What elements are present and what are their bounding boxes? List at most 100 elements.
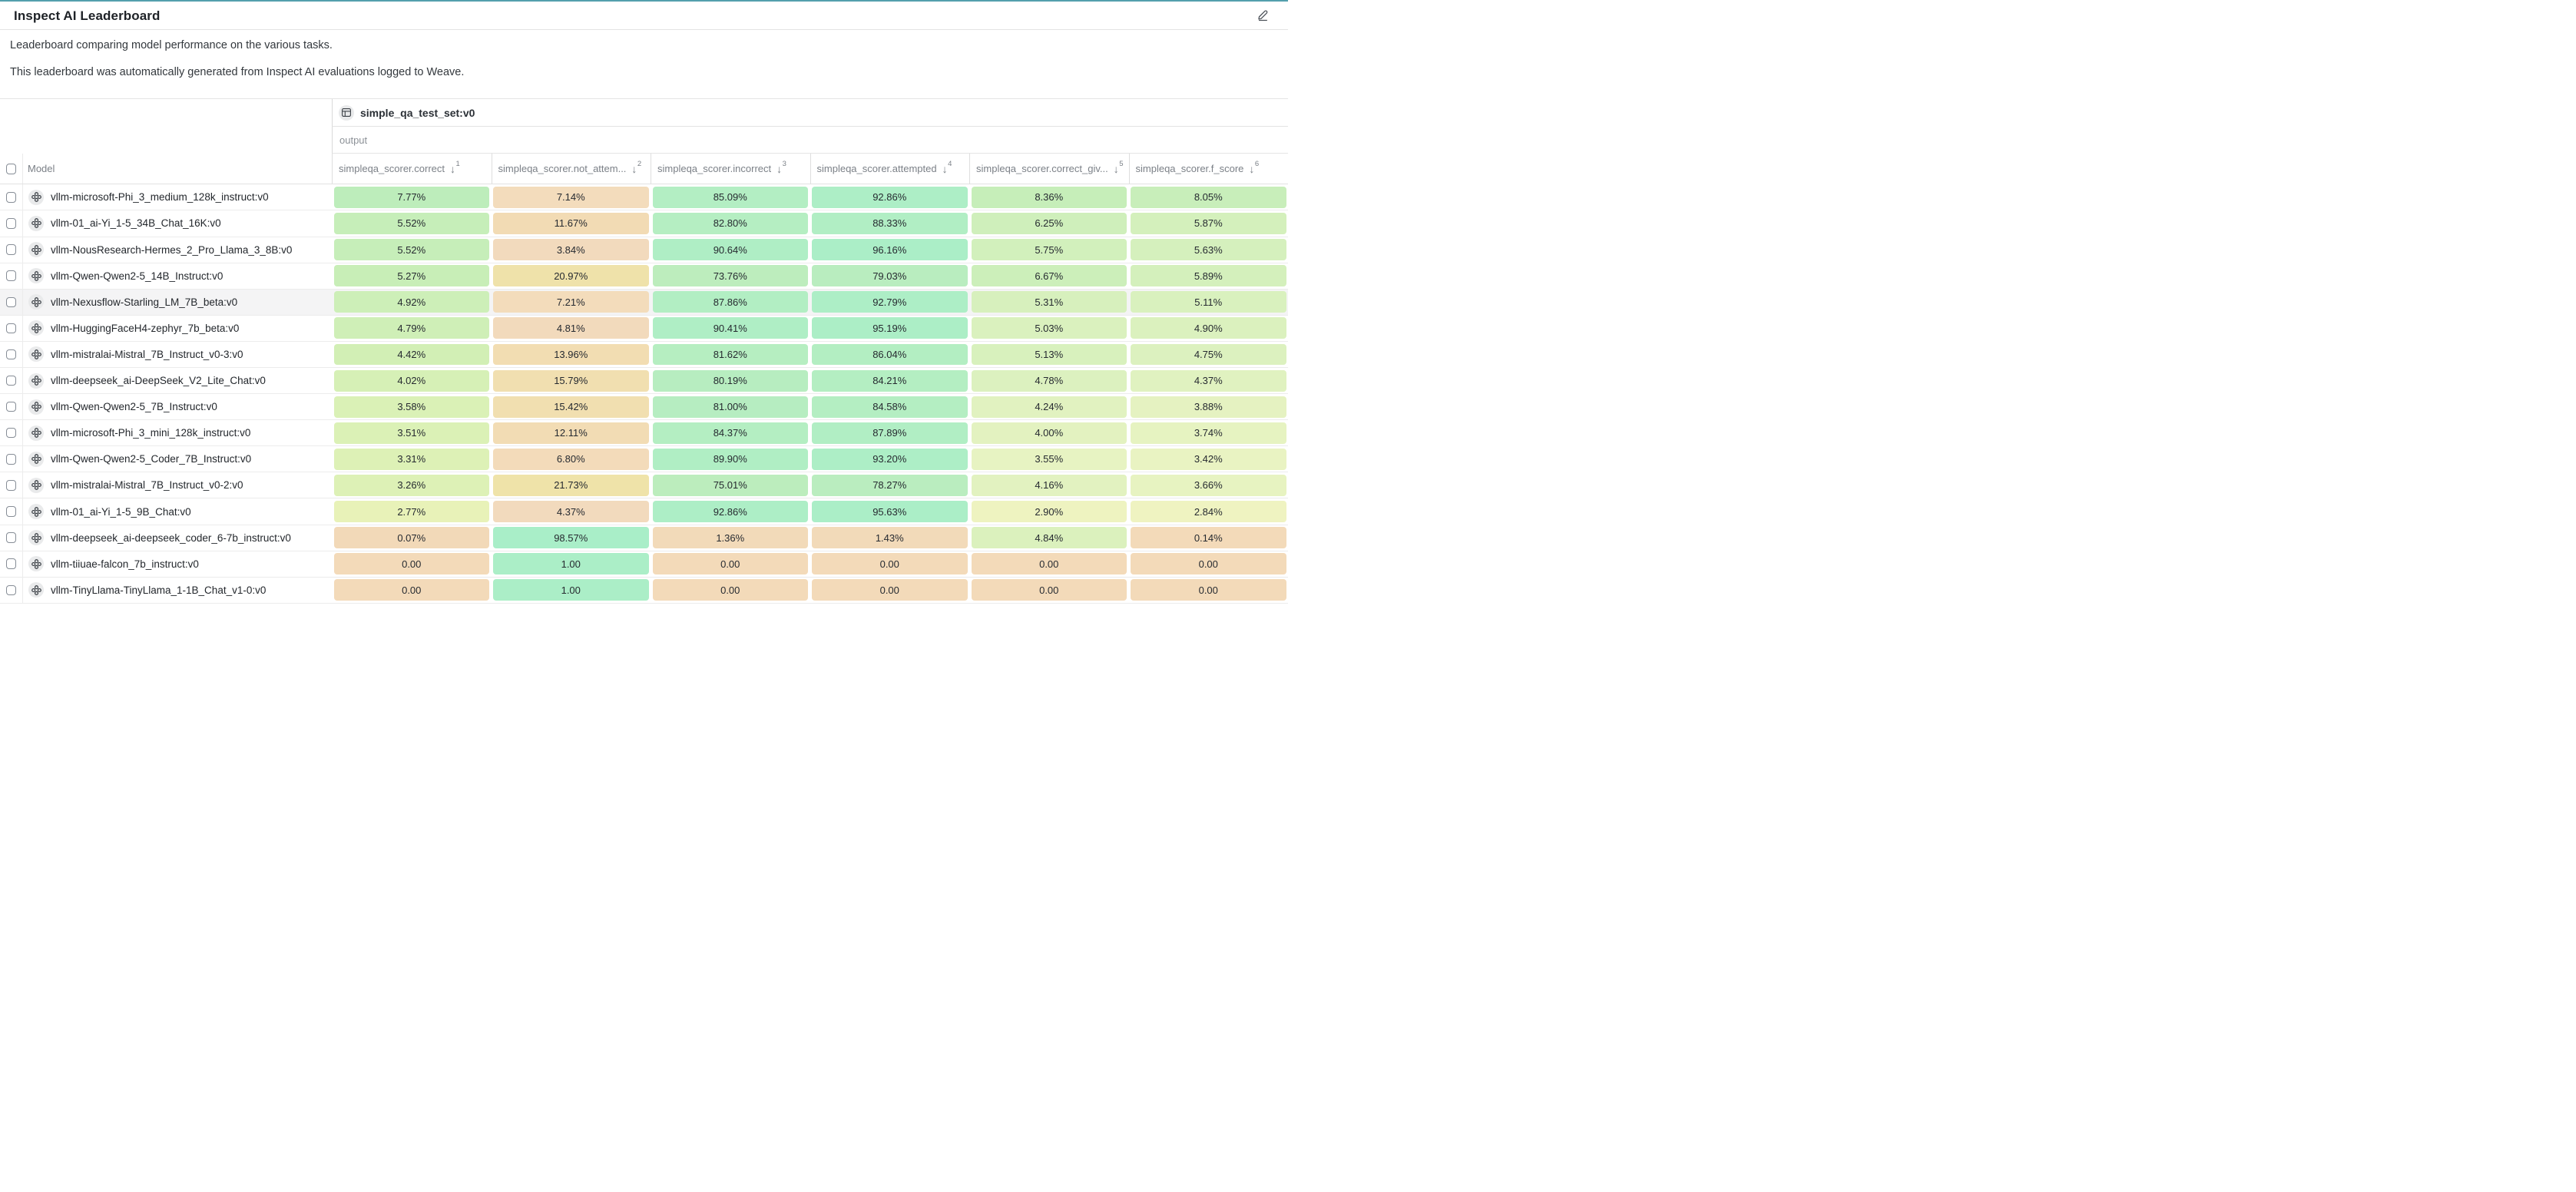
score-cell[interactable]: 87.86% [652, 291, 808, 313]
score-cell[interactable]: 5.75% [971, 239, 1127, 261]
score-cell[interactable]: 5.89% [1131, 265, 1286, 287]
score-cell[interactable]: 7.21% [493, 291, 649, 313]
model-link[interactable]: vllm-deepseek_ai-DeepSeek_V2_Lite_Chat:v… [23, 368, 332, 393]
model-link[interactable]: vllm-deepseek_ai-deepseek_coder_6-7b_ins… [23, 525, 332, 551]
dataset-column-group[interactable]: simple_qa_test_set:v0 [339, 104, 475, 121]
row-checkbox[interactable] [5, 584, 17, 596]
model-link[interactable]: vllm-TinyLlama-TinyLlama_1-1B_Chat_v1-0:… [23, 578, 332, 603]
score-cell[interactable]: 0.00 [971, 579, 1127, 601]
row-checkbox[interactable] [5, 270, 17, 281]
sort-column-header-correct-given-attempted[interactable]: simpleqa_scorer.correct_giv... ↓ 5 [969, 154, 1129, 184]
score-cell[interactable]: 0.00 [652, 553, 808, 575]
row-checkbox[interactable] [5, 244, 17, 255]
sort-column-header-incorrect[interactable]: simpleqa_scorer.incorrect ↓ 3 [651, 154, 810, 184]
score-cell[interactable]: 2.84% [1131, 501, 1286, 522]
score-cell[interactable]: 4.84% [971, 527, 1127, 549]
score-cell[interactable]: 3.58% [333, 396, 489, 418]
score-cell[interactable]: 4.81% [493, 317, 649, 339]
score-cell[interactable]: 81.62% [652, 343, 808, 366]
score-cell[interactable]: 4.37% [1131, 369, 1286, 392]
score-cell[interactable]: 20.97% [493, 265, 649, 287]
score-cell[interactable]: 5.52% [333, 239, 489, 261]
row-checkbox[interactable] [5, 323, 17, 334]
score-cell[interactable]: 75.01% [652, 474, 808, 496]
model-link[interactable]: vllm-microsoft-Phi_3_medium_128k_instruc… [23, 184, 332, 210]
model-link[interactable]: vllm-Qwen-Qwen2-5_14B_Instruct:v0 [23, 263, 332, 289]
score-cell[interactable]: 2.77% [333, 501, 489, 522]
score-cell[interactable]: 5.11% [1131, 291, 1286, 313]
score-cell[interactable]: 4.92% [333, 291, 489, 313]
score-cell[interactable]: 15.42% [493, 396, 649, 418]
score-cell[interactable]: 4.16% [971, 474, 1127, 496]
score-cell[interactable]: 12.11% [493, 422, 649, 444]
sort-column-header-attempted[interactable]: simpleqa_scorer.attempted ↓ 4 [810, 154, 970, 184]
score-cell[interactable]: 4.24% [971, 396, 1127, 418]
score-cell[interactable]: 4.79% [333, 317, 489, 339]
score-cell[interactable]: 88.33% [812, 213, 968, 234]
score-cell[interactable]: 5.31% [971, 291, 1127, 313]
model-link[interactable]: vllm-Qwen-Qwen2-5_7B_Instruct:v0 [23, 394, 332, 419]
model-link[interactable]: vllm-Qwen-Qwen2-5_Coder_7B_Instruct:v0 [23, 446, 332, 472]
score-cell[interactable]: 13.96% [493, 343, 649, 366]
row-checkbox[interactable] [5, 349, 17, 360]
sort-column-header-correct[interactable]: simpleqa_scorer.correct ↓ 1 [332, 154, 492, 184]
score-cell[interactable]: 5.87% [1131, 213, 1286, 234]
score-cell[interactable]: 21.73% [493, 474, 649, 496]
score-cell[interactable]: 4.90% [1131, 317, 1286, 339]
row-checkbox[interactable] [5, 506, 17, 517]
score-cell[interactable]: 7.14% [493, 186, 649, 208]
score-cell[interactable]: 73.76% [652, 265, 808, 287]
score-cell[interactable]: 89.90% [652, 448, 808, 470]
model-link[interactable]: vllm-mistralai-Mistral_7B_Instruct_v0-3:… [23, 342, 332, 367]
score-cell[interactable]: 2.90% [971, 501, 1127, 522]
model-link[interactable]: vllm-tiiuae-falcon_7b_instruct:v0 [23, 551, 332, 577]
sort-column-header-not-attempted[interactable]: simpleqa_scorer.not_attem... ↓ 2 [491, 154, 651, 184]
row-checkbox[interactable] [5, 296, 17, 308]
row-checkbox[interactable] [5, 401, 17, 412]
score-cell[interactable]: 84.37% [652, 422, 808, 444]
score-cell[interactable]: 6.80% [493, 448, 649, 470]
model-link[interactable]: vllm-HuggingFaceH4-zephyr_7b_beta:v0 [23, 316, 332, 341]
score-cell[interactable]: 93.20% [812, 448, 968, 470]
score-cell[interactable]: 3.51% [333, 422, 489, 444]
model-link[interactable]: vllm-mistralai-Mistral_7B_Instruct_v0-2:… [23, 472, 332, 498]
score-cell[interactable]: 0.00 [333, 579, 489, 601]
score-cell[interactable]: 81.00% [652, 396, 808, 418]
score-cell[interactable]: 95.63% [812, 501, 968, 522]
score-cell[interactable]: 80.19% [652, 369, 808, 392]
score-cell[interactable]: 86.04% [812, 343, 968, 366]
score-cell[interactable]: 0.00 [812, 579, 968, 601]
score-cell[interactable]: 3.26% [333, 474, 489, 496]
select-all-checkbox[interactable] [5, 164, 17, 174]
score-cell[interactable]: 0.00 [333, 553, 489, 575]
score-cell[interactable]: 6.25% [971, 213, 1127, 234]
model-link[interactable]: vllm-NousResearch-Hermes_2_Pro_Llama_3_8… [23, 237, 332, 263]
score-cell[interactable]: 6.67% [971, 265, 1127, 287]
score-cell[interactable]: 3.55% [971, 448, 1127, 470]
score-cell[interactable]: 78.27% [812, 474, 968, 496]
score-cell[interactable]: 1.36% [652, 527, 808, 549]
score-cell[interactable]: 3.42% [1131, 448, 1286, 470]
score-cell[interactable]: 87.89% [812, 422, 968, 444]
score-cell[interactable]: 3.88% [1131, 396, 1286, 418]
score-cell[interactable]: 0.00 [1131, 553, 1286, 575]
score-cell[interactable]: 0.14% [1131, 527, 1286, 549]
score-cell[interactable]: 5.52% [333, 213, 489, 234]
sort-column-header-f-score[interactable]: simpleqa_scorer.f_score ↓ 6 [1128, 154, 1289, 184]
score-cell[interactable]: 5.27% [333, 265, 489, 287]
model-link[interactable]: vllm-Nexusflow-Starling_LM_7B_beta:v0 [23, 290, 332, 315]
score-cell[interactable]: 90.41% [652, 317, 808, 339]
score-cell[interactable]: 92.86% [812, 186, 968, 208]
score-cell[interactable]: 92.79% [812, 291, 968, 313]
score-cell[interactable]: 96.16% [812, 239, 968, 261]
score-cell[interactable]: 0.00 [812, 553, 968, 575]
score-cell[interactable]: 84.21% [812, 369, 968, 392]
row-checkbox[interactable] [5, 454, 17, 465]
score-cell[interactable]: 11.67% [493, 213, 649, 234]
score-cell[interactable]: 5.13% [971, 343, 1127, 366]
model-link[interactable]: vllm-01_ai-Yi_1-5_9B_Chat:v0 [23, 498, 332, 524]
score-cell[interactable]: 7.77% [333, 186, 489, 208]
score-cell[interactable]: 95.19% [812, 317, 968, 339]
score-cell[interactable]: 90.64% [652, 239, 808, 261]
score-cell[interactable]: 4.78% [971, 369, 1127, 392]
